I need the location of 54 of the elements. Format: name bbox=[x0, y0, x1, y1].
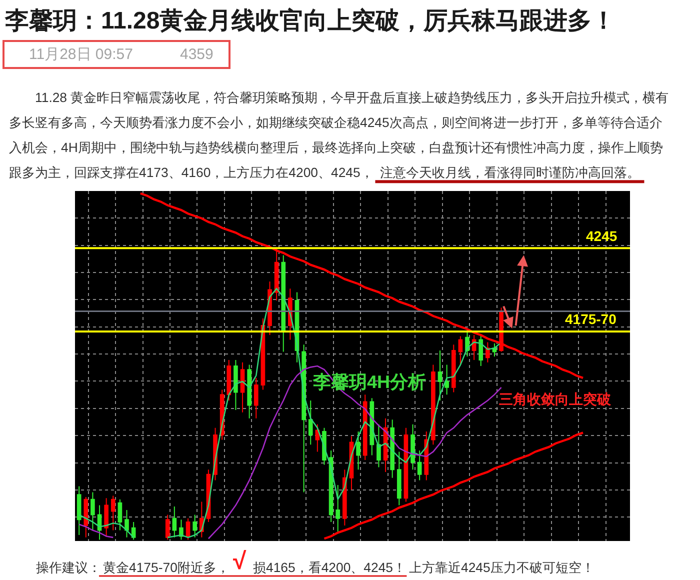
candlestick bbox=[247, 364, 252, 419]
candlestick bbox=[124, 510, 129, 538]
candlestick bbox=[90, 492, 95, 531]
candlestick bbox=[396, 451, 402, 506]
ref-line-label: 4245 bbox=[586, 228, 618, 244]
candlestick bbox=[417, 450, 422, 481]
candlestick bbox=[431, 364, 436, 446]
candlestick bbox=[76, 486, 82, 536]
candlestick bbox=[165, 514, 170, 540]
candlestick bbox=[254, 377, 258, 419]
candlestick bbox=[302, 344, 306, 493]
text: 上方靠近4245压力不破可短空！ bbox=[409, 560, 594, 575]
candlestick bbox=[281, 254, 286, 352]
candlestick bbox=[104, 498, 108, 537]
candlestick bbox=[315, 424, 320, 452]
chart-title: 李馨玥：11.28黄金月线收官向上突破，厉兵秣马跟进多！ bbox=[4, 6, 616, 34]
candlestick bbox=[390, 419, 395, 478]
candlestick bbox=[486, 342, 490, 363]
candlestick bbox=[458, 336, 463, 366]
candlestick bbox=[226, 360, 232, 402]
text: 注意今天收月线，看涨得同时谨防冲高回落。 bbox=[380, 165, 640, 180]
candlestick bbox=[131, 521, 136, 540]
candlestick bbox=[118, 498, 122, 531]
candlestick bbox=[444, 364, 449, 396]
text: 操作建议： bbox=[36, 560, 101, 575]
text: 黄金4175-70附近多， bbox=[103, 560, 230, 575]
candlestick bbox=[336, 484, 340, 532]
candlestick bbox=[478, 334, 484, 366]
candlestick bbox=[172, 506, 177, 538]
text: 4359 bbox=[180, 46, 214, 63]
candlestick bbox=[451, 344, 456, 393]
candlestick bbox=[97, 504, 102, 540]
candlestick bbox=[370, 398, 374, 456]
text: 11月28日 09:57 bbox=[29, 46, 133, 63]
candlestick bbox=[308, 400, 313, 446]
annotation: 三角收敛向上突破 bbox=[499, 391, 612, 407]
candlestick bbox=[240, 362, 245, 413]
candlestick bbox=[438, 350, 442, 402]
candlestick bbox=[376, 424, 381, 468]
text: 跟多为主，回踩支撑在4173、4160，上方压力在4200、4245， bbox=[9, 165, 374, 180]
text: √ bbox=[233, 548, 247, 575]
candlestick bbox=[356, 430, 360, 470]
candlestick bbox=[110, 495, 116, 531]
candlestick bbox=[234, 360, 238, 411]
candlestick bbox=[410, 424, 415, 470]
text: 损4165，看4200、4245！ bbox=[253, 560, 406, 575]
candlestick bbox=[186, 518, 190, 540]
candlestick bbox=[274, 248, 279, 302]
text: 11.28 黄金昨日窄幅震荡收尾，符合馨玥策略预期，今早开盘后直接上破趋势线压力，多头开启拉升模式，横有多长竖有多高，今天顺势看涨力度不会小，如期继续突破企稳4245次高点，则空间将进一步打开，多单等待合适介入机会，4H周期中，围绕中轨与趋势线横向整理后，最终选择向上突破，白盘预计还有惯性冲高力度，操作上顺势 bbox=[9, 90, 669, 155]
ref-line-label: 4175-70 bbox=[565, 311, 617, 327]
candlestick bbox=[84, 496, 88, 538]
candlestick bbox=[192, 514, 198, 538]
candlestick bbox=[362, 394, 368, 461]
candlestick bbox=[342, 469, 347, 526]
